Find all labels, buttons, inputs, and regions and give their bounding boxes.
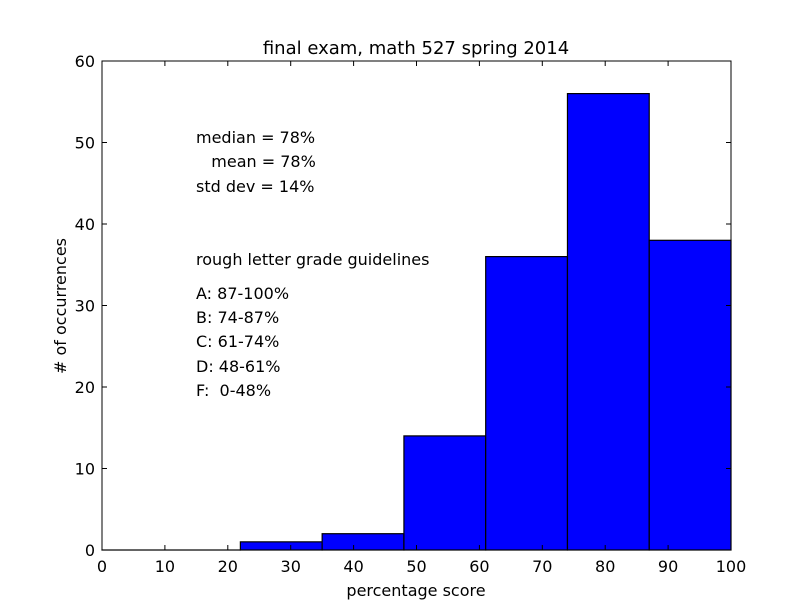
y-tick-label: 0 — [85, 541, 95, 560]
histogram-bar — [404, 436, 486, 550]
y-tick-label: 10 — [75, 460, 95, 479]
stat-median: median = 78% — [196, 128, 315, 147]
grade-f: F: 0-48% — [196, 381, 271, 400]
histogram-bar — [322, 534, 404, 550]
guide-title: rough letter grade guidelines — [196, 250, 429, 269]
histogram-bar — [567, 94, 649, 550]
x-tick-label: 20 — [218, 557, 238, 576]
x-tick-label: 90 — [658, 557, 678, 576]
stat-std: std dev = 14% — [196, 177, 314, 196]
grade-d: D: 48-61% — [196, 357, 281, 376]
x-tick-label: 80 — [595, 557, 615, 576]
grade-c: C: 61-74% — [196, 332, 279, 351]
histogram-bar — [649, 240, 731, 550]
x-tick-label: 70 — [532, 557, 552, 576]
y-tick-label: 60 — [75, 52, 95, 71]
x-tick-label: 30 — [281, 557, 301, 576]
x-tick-label: 0 — [97, 557, 107, 576]
y-tick-label: 50 — [75, 134, 95, 153]
x-tick-label: 40 — [343, 557, 363, 576]
chart-title: final exam, math 527 spring 2014 — [263, 38, 569, 59]
y-tick-label: 30 — [75, 297, 95, 316]
grade-b: B: 74-87% — [196, 308, 279, 327]
x-tick-label: 100 — [716, 557, 747, 576]
grade-a: A: 87-100% — [196, 284, 289, 303]
x-axis-label: percentage score — [346, 581, 485, 600]
histogram-bar — [240, 542, 322, 550]
histogram-bar — [486, 257, 568, 550]
stat-mean: mean = 78% — [196, 152, 316, 171]
x-tick-label: 10 — [155, 557, 175, 576]
y-tick-label: 20 — [75, 378, 95, 397]
y-tick-label: 40 — [75, 215, 95, 234]
x-tick-label: 60 — [469, 557, 489, 576]
y-axis-label: # of occurrences — [51, 238, 70, 374]
x-tick-label: 50 — [406, 557, 426, 576]
